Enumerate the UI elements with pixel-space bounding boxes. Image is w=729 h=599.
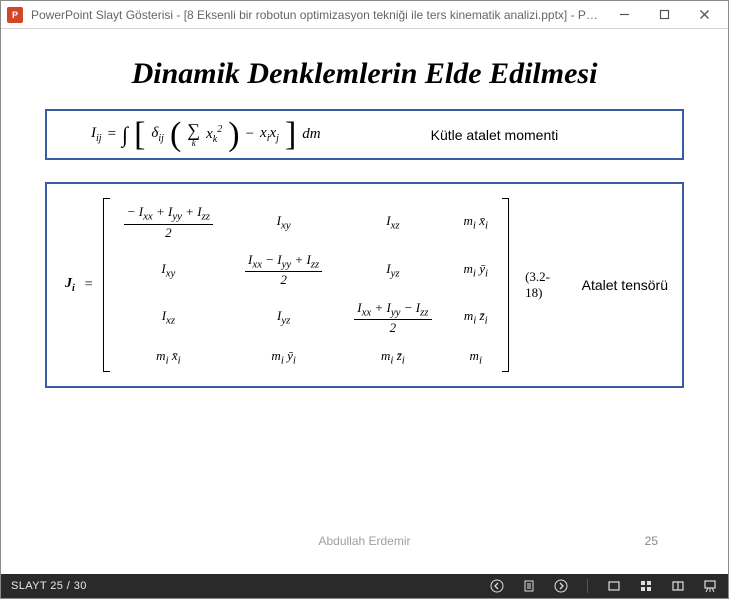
- pen-tools-icon[interactable]: [521, 578, 537, 594]
- maximize-button[interactable]: [644, 2, 684, 28]
- slide-author: Abdullah Erdemir: [1, 534, 728, 548]
- statusbar-controls: [489, 578, 718, 594]
- window-controls: [604, 2, 724, 28]
- equation-1: Iij = ∫ [ δij ( ∑ k xk2 ) − xixj ] dm: [91, 121, 321, 148]
- minimize-button[interactable]: [604, 2, 644, 28]
- slide-canvas[interactable]: Dinamik Denklemlerin Elde Edilmesi Iij =…: [1, 29, 728, 574]
- reading-view-icon[interactable]: [670, 578, 686, 594]
- equation-1-label: Kütle atalet momenti: [431, 127, 559, 143]
- slide-title: Dinamik Denklemlerin Elde Edilmesi: [39, 57, 690, 91]
- slideshow-icon[interactable]: [702, 578, 718, 594]
- inertia-tensor-matrix: − Ixx + Iyy + Izz2 Ixy Ixz mi x̄i Ixy Ix…: [120, 198, 492, 372]
- close-button[interactable]: [684, 2, 724, 28]
- equation-2: Ji = − Ixx + Iyy + Izz2 Ixy Ixz mi x̄i I…: [61, 198, 668, 372]
- equation-box-1: Iij = ∫ [ δij ( ∑ k xk2 ) − xixj ] dm Kü…: [45, 109, 684, 160]
- equation-number: (3.2-18): [525, 269, 554, 301]
- next-slide-icon[interactable]: [553, 578, 569, 594]
- equation-box-2: Ji = − Ixx + Iyy + Izz2 Ixy Ixz mi x̄i I…: [45, 182, 684, 388]
- window-title: PowerPoint Slayt Gösterisi - [8 Eksenli …: [31, 8, 604, 22]
- equation-2-label: Atalet tensörü: [582, 277, 668, 293]
- statusbar: SLAYT 25 / 30: [1, 574, 728, 598]
- prev-slide-icon[interactable]: [489, 578, 505, 594]
- slide-page-number: 25: [645, 534, 658, 548]
- window-titlebar: P PowerPoint Slayt Gösterisi - [8 Eksenl…: [1, 1, 728, 29]
- powerpoint-icon: P: [7, 7, 23, 23]
- slide-counter: SLAYT 25 / 30: [11, 580, 87, 592]
- normal-view-icon[interactable]: [606, 578, 622, 594]
- slide-sorter-icon[interactable]: [638, 578, 654, 594]
